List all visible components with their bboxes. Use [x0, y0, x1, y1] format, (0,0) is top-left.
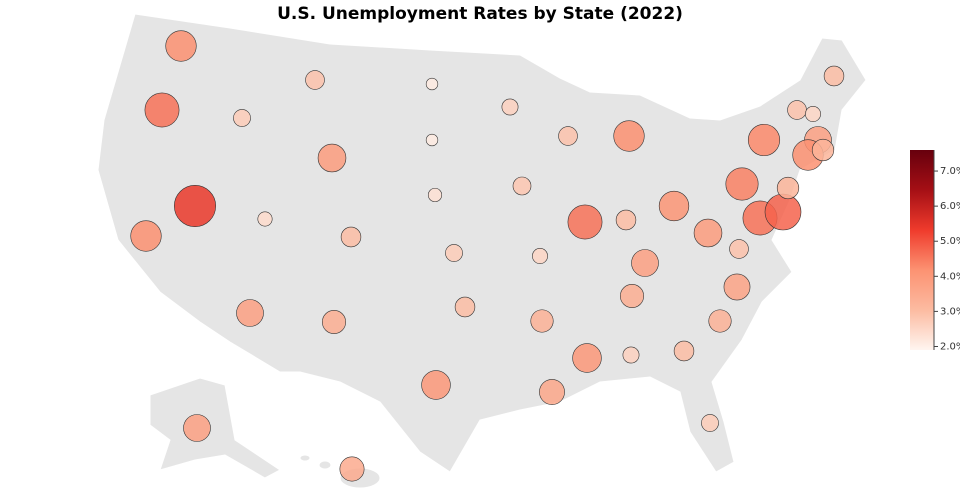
bubble [701, 414, 719, 432]
bubble [340, 226, 362, 248]
bubble [693, 218, 723, 248]
bubble [805, 106, 821, 122]
bubble [823, 65, 845, 87]
bubble [776, 176, 800, 200]
bubble [658, 190, 690, 222]
bubble [144, 92, 180, 128]
colorbar [910, 150, 934, 350]
bubble [305, 70, 325, 90]
chart-title: U.S. Unemployment Rates by State (2022) [277, 4, 683, 24]
bubble [427, 187, 443, 203]
bubble [512, 176, 532, 196]
bubble [421, 370, 451, 400]
bubble [747, 123, 781, 157]
bubble [619, 283, 644, 308]
bubble [558, 126, 578, 146]
map [97, 13, 867, 489]
bubbles [130, 30, 845, 482]
bubble [673, 340, 695, 362]
bubble [233, 109, 251, 127]
colorbar-axis: 2.0% 3.0% 4.0% 5.0% 6.0% 7.0% [933, 150, 960, 352]
bubble [539, 379, 565, 405]
bubble [787, 100, 807, 120]
colorbar-tick-label: 4.0% [940, 271, 960, 282]
bubble [339, 456, 365, 482]
bubble [454, 296, 476, 318]
bubble [165, 30, 197, 62]
bubble [811, 138, 835, 162]
colorbar-tick-label: 3.0% [940, 306, 960, 317]
bubble [764, 193, 802, 231]
colorbar-tick-label: 7.0% [940, 166, 960, 177]
colorbar-tick-label: 2.0% [940, 341, 960, 352]
colorbar-tick-label: 5.0% [940, 236, 960, 247]
bubble [572, 343, 602, 373]
bubble [257, 211, 273, 227]
bubble [723, 273, 751, 301]
bubble [425, 77, 439, 91]
bubble [445, 244, 463, 262]
bubble [615, 209, 637, 231]
bubble [708, 309, 732, 333]
hawaii [318, 460, 332, 470]
colorbar-tick-label: 6.0% [940, 201, 960, 212]
hawaii [299, 454, 311, 462]
bubble [174, 185, 217, 228]
alaska [149, 377, 281, 479]
bubble [501, 98, 519, 116]
bubble [725, 167, 759, 201]
bubble [183, 414, 211, 442]
bubble [631, 249, 659, 277]
bubble [530, 309, 554, 333]
lower-48 [97, 13, 867, 473]
bubble [532, 248, 548, 264]
bubble [425, 133, 439, 147]
bubble [622, 346, 640, 364]
bubble [317, 143, 347, 173]
bubble [236, 299, 264, 327]
bubble [130, 220, 162, 252]
bubble [729, 239, 749, 259]
bubble [613, 120, 645, 152]
bubble [567, 204, 603, 240]
bubble [321, 309, 346, 334]
